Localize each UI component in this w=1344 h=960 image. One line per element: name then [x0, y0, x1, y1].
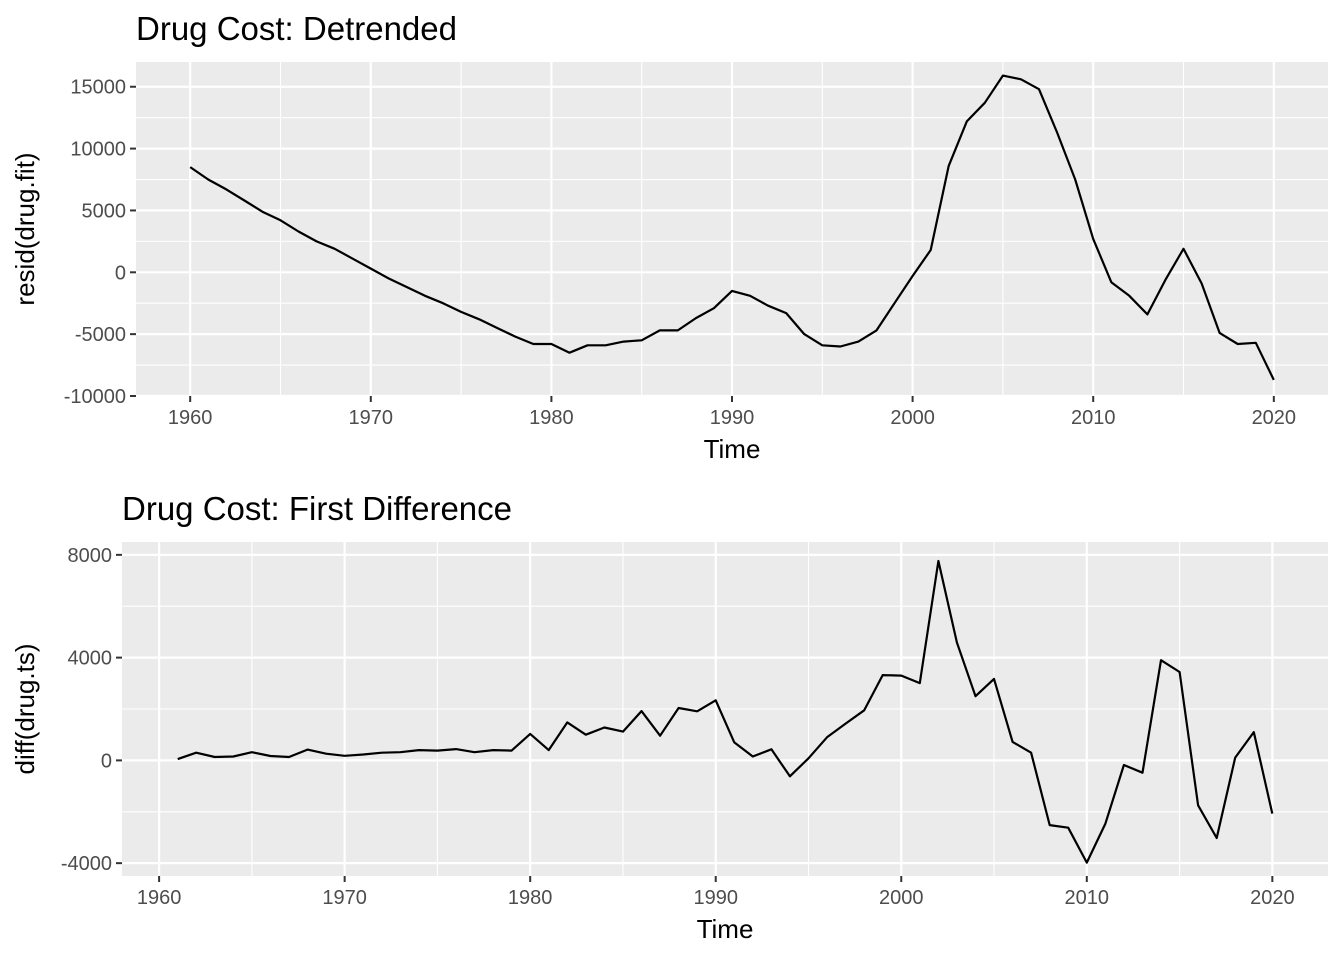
chart-panel-1: 1960 1970 1980 1990 2000 2010 2020 -10000 -5000 0… — [10, 10, 1328, 464]
y-tick-label: 4000 — [68, 648, 113, 670]
x-tick-label: 1960 — [168, 407, 213, 429]
x-tick-label: 1980 — [508, 887, 553, 909]
y-tick-label: 15000 — [70, 77, 126, 99]
x-axis-title: Time — [697, 914, 754, 944]
series-line-1 — [189, 74, 1275, 381]
x-tick-label: 1970 — [349, 407, 394, 429]
x-tick-label: 2000 — [890, 407, 935, 429]
series-line-1 — [177, 559, 1274, 864]
x-tick-label: 1990 — [693, 887, 738, 909]
y-axis-title: diff(drug.ts) — [10, 643, 40, 774]
x-tick-label: 2020 — [1252, 407, 1297, 429]
x-tick-label: 2010 — [1065, 887, 1110, 909]
x-tick-label: 1970 — [322, 887, 367, 909]
x-tick-label: 1960 — [137, 887, 182, 909]
y-tick-label: 8000 — [68, 545, 113, 567]
y-tick-label: 5000 — [82, 200, 127, 222]
y-axis-title: resid(drug.fit) — [10, 152, 40, 305]
x-tick-label: 2020 — [1250, 887, 1295, 909]
y-tick-label: -4000 — [61, 853, 112, 875]
x-axis-title: Time — [704, 434, 761, 464]
y-tick-label: 10000 — [70, 139, 126, 161]
chart-panel-2: 1960 1970 1980 1990 2000 2010 2020 -4000 0 4000 80… — [10, 490, 1328, 944]
chart-title: Drug Cost: First Difference — [122, 490, 512, 527]
x-tick-label: 2010 — [1071, 407, 1116, 429]
x-tick-label: 1980 — [529, 407, 574, 429]
y-tick-label: -10000 — [64, 386, 126, 408]
y-tick-label: -5000 — [75, 324, 126, 346]
y-tick-label: 0 — [115, 262, 126, 284]
y-tick-label: 0 — [101, 750, 112, 772]
x-tick-label: 1990 — [710, 407, 755, 429]
x-tick-label: 2000 — [879, 887, 924, 909]
chart-title: Drug Cost: Detrended — [136, 10, 457, 47]
